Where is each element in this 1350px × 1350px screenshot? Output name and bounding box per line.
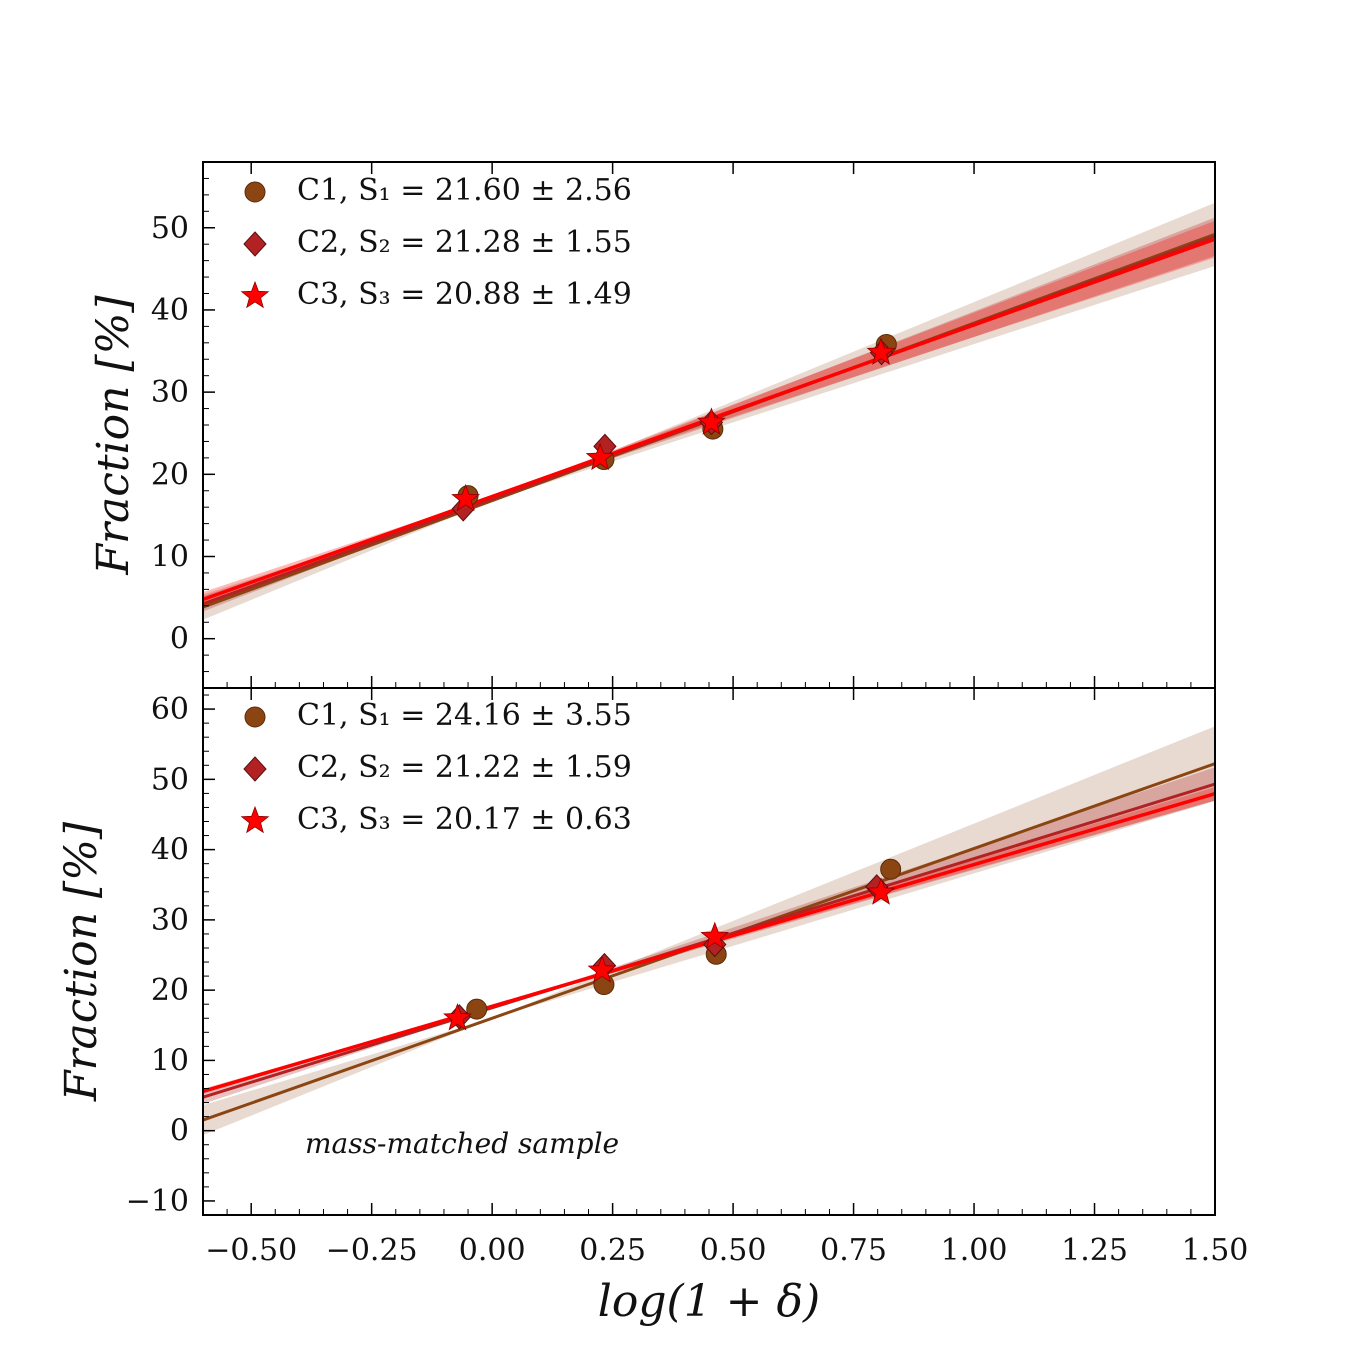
y-tick-label: 10	[151, 1043, 189, 1078]
y-tick-label: 20	[151, 973, 189, 1008]
y-tick-label: 0	[170, 1114, 189, 1149]
y-axis-label: Fraction [%]	[88, 295, 139, 576]
plot-area-bottom	[203, 726, 1215, 1136]
x-tick-label: 1.50	[1182, 1233, 1249, 1268]
legend-marker-c2	[243, 231, 267, 257]
point-c3-4	[866, 337, 896, 365]
point-c3-1	[451, 483, 481, 512]
point-c3-3	[700, 921, 730, 949]
y-tick-label: 50	[151, 211, 189, 246]
point-c1-4	[880, 858, 902, 880]
point-c3-1	[443, 1003, 472, 1031]
fit-band-c1	[203, 726, 1215, 1136]
point-c3-2	[587, 955, 617, 983]
legend-label-c1: C1, S₁ = 21.60 ± 2.56	[297, 173, 632, 208]
x-axis-label: log(1 + δ)	[598, 1276, 820, 1327]
y-tick-label: 50	[151, 762, 189, 797]
y-tick-label: −10	[126, 1184, 189, 1219]
legend-marker-c3	[240, 805, 270, 834]
x-tick-label: −0.25	[326, 1233, 418, 1268]
point-c3-3	[697, 407, 726, 435]
legend-label-c1: C1, S₁ = 24.16 ± 3.55	[297, 698, 632, 733]
annotation-text: mass-matched sample	[305, 1127, 619, 1160]
y-tick-label: 40	[151, 293, 189, 328]
legend-marker-c3	[240, 280, 270, 309]
point-c2-3	[703, 931, 727, 958]
x-tick-label: 1.00	[941, 1233, 1008, 1268]
legend-bottom: C1, S₁ = 24.16 ± 3.55 C2, S₂ = 21.22 ± 1.…	[240, 698, 632, 837]
y-axis-label: Fraction [%]	[56, 821, 107, 1102]
y-tick-label: 0	[170, 622, 189, 657]
point-c3-2	[585, 442, 615, 471]
point-c1-1	[466, 998, 488, 1020]
y-tick-label: 40	[151, 833, 189, 868]
legend-label-c2: C2, S₂ = 21.28 ± 1.55	[297, 225, 632, 260]
y-tick-label: 20	[151, 457, 189, 492]
y-tick-label: 60	[151, 692, 189, 727]
x-tick-label: 0.50	[700, 1233, 767, 1268]
legend-marker-c1	[244, 181, 266, 203]
point-c3-4	[866, 877, 896, 905]
y-tick-label: 30	[151, 903, 189, 938]
panel-bottom: −10 0 10 20 30 40 50 60 −0.50 −0.25 0.00 0.25 0.50 0.…	[56, 687, 1249, 1327]
x-tick-label: 0.00	[459, 1233, 526, 1268]
y-tick-label: 10	[151, 540, 189, 575]
legend-label-c3: C3, S₃ = 20.17 ± 0.63	[297, 802, 632, 837]
panel-top: 0 10 20 30 40 50 Fraction [%] C1, S₁ = 21.60 ± …	[88, 161, 1216, 689]
legend-label-c2: C2, S₂ = 21.22 ± 1.59	[297, 750, 632, 785]
fit-band-c1	[203, 202, 1215, 620]
y-tick-label: 30	[151, 375, 189, 410]
legend-marker-c1	[244, 706, 266, 728]
x-tick-label: 0.25	[579, 1233, 646, 1268]
x-tick-label: −0.50	[205, 1233, 297, 1268]
legend-marker-c2	[243, 756, 267, 782]
legend-label-c3: C3, S₃ = 20.88 ± 1.49	[297, 277, 632, 312]
x-tick-label: 1.25	[1061, 1233, 1128, 1268]
legend-top: C1, S₁ = 21.60 ± 2.56 C2, S₂ = 21.28 ± 1.…	[240, 173, 632, 312]
x-tick-label: 0.75	[820, 1233, 887, 1268]
plot-area-top	[203, 202, 1215, 620]
